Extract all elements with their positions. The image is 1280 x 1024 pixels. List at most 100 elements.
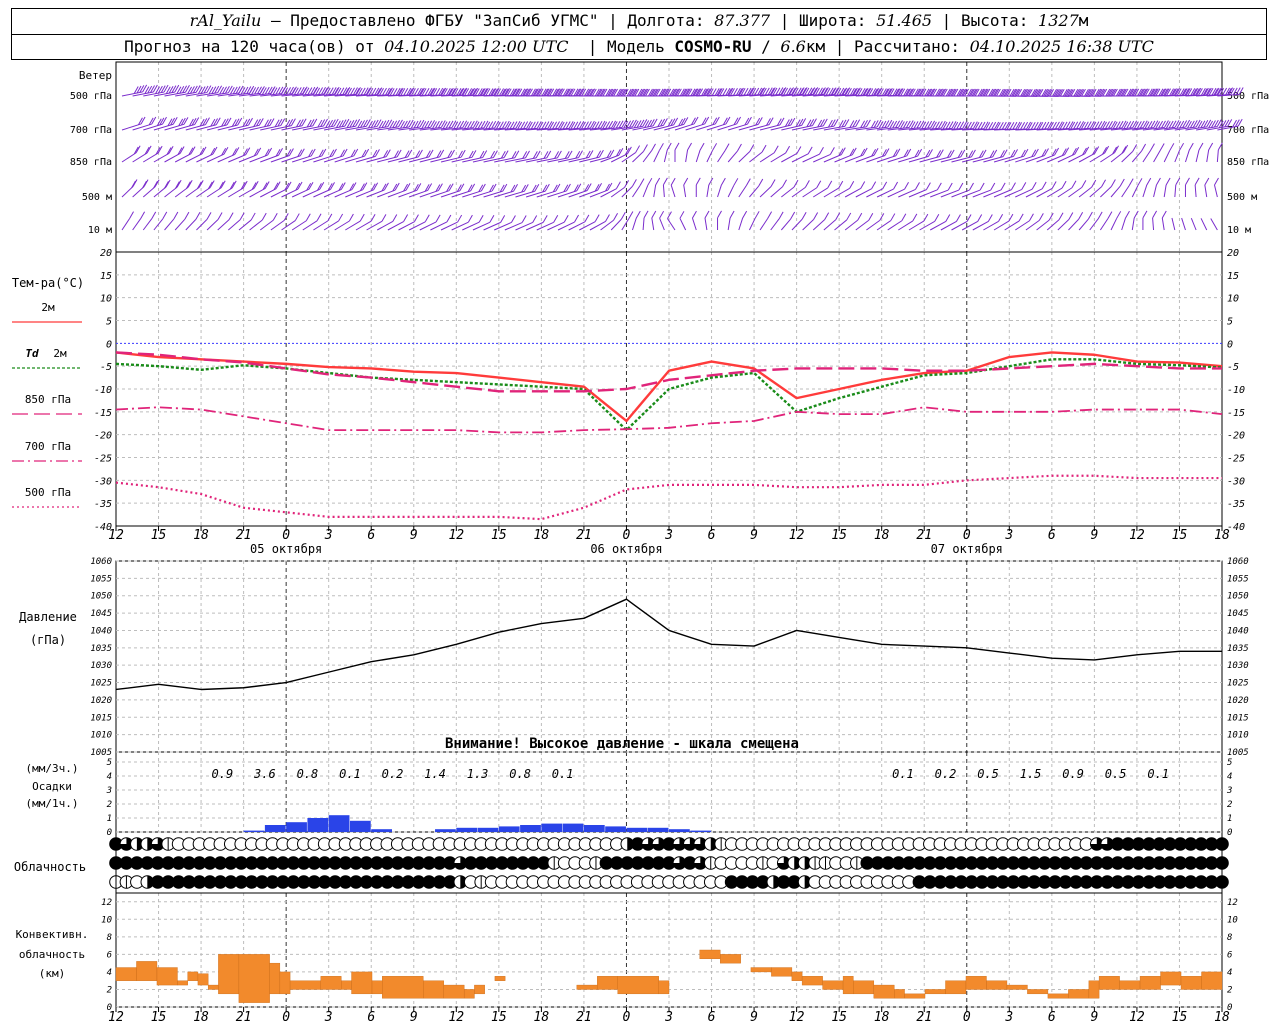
wind-barb bbox=[1184, 177, 1190, 197]
wind-barb bbox=[525, 215, 548, 231]
wind-barb-shaft bbox=[281, 220, 296, 231]
wind-barb-flag bbox=[477, 121, 483, 129]
conv-tick-right: 12 bbox=[1227, 898, 1238, 908]
conv-tick-right: 8 bbox=[1227, 933, 1232, 943]
wind-barb-shaft bbox=[929, 221, 947, 231]
wind-barb-shaft bbox=[121, 152, 137, 163]
wind-barb-flag bbox=[643, 88, 649, 97]
wind-barb-flag bbox=[453, 121, 459, 129]
wind-barb-flag bbox=[192, 85, 198, 94]
press-tick-left: 1035 bbox=[90, 644, 112, 654]
wind-barb-flag bbox=[1036, 89, 1042, 97]
alt-unit: м bbox=[1078, 11, 1089, 30]
wind-barb-flag bbox=[536, 121, 542, 129]
wind-barb-flag bbox=[1030, 121, 1036, 130]
wind-barb-flag bbox=[427, 87, 433, 96]
wind-barb-flag bbox=[1043, 88, 1049, 97]
wind-barb bbox=[1004, 121, 1032, 131]
wind-barb-flag bbox=[830, 119, 836, 127]
wind-level-label: 500 гПа bbox=[70, 91, 112, 102]
wind-barb-flag bbox=[152, 84, 158, 93]
press-tick-left: 1050 bbox=[90, 592, 112, 602]
cloud-mark bbox=[1100, 837, 1114, 851]
wind-barb-flag bbox=[851, 88, 857, 96]
wind-barb-flag bbox=[908, 120, 914, 128]
wind-barb-flag bbox=[338, 213, 344, 222]
wind-barb-shaft bbox=[844, 154, 864, 163]
wind-barb-flag bbox=[725, 116, 731, 125]
press-tick-right: 1045 bbox=[1227, 609, 1249, 619]
conv-bar bbox=[1201, 971, 1223, 990]
wind-barb bbox=[547, 150, 573, 163]
precip-bar bbox=[690, 830, 712, 832]
wind-barb-flag bbox=[916, 88, 922, 96]
wind-barb-shaft bbox=[1036, 128, 1059, 131]
wind-barb-flag bbox=[1149, 88, 1155, 97]
precip-tick-left: 0 bbox=[107, 828, 112, 838]
wind-barb bbox=[728, 87, 755, 97]
wind-barb-shaft bbox=[313, 93, 336, 97]
wind-barb-flag bbox=[764, 87, 770, 96]
wind-barb-flag bbox=[1023, 148, 1029, 157]
wind-barb-flag bbox=[833, 88, 839, 96]
wind-barb-flag bbox=[602, 88, 608, 97]
wind-barb bbox=[238, 212, 256, 231]
wind-barb-flag bbox=[1211, 87, 1217, 96]
wind-barb-flag bbox=[844, 119, 850, 127]
wind-barb-flag bbox=[576, 88, 582, 96]
wind-barb-flag bbox=[1155, 88, 1161, 96]
wind-barb-shaft bbox=[717, 123, 737, 131]
wind-barb-flag bbox=[983, 88, 989, 97]
wind-barb bbox=[387, 214, 409, 231]
wind-barb-flag bbox=[882, 149, 887, 157]
wind-barb-flag bbox=[430, 120, 436, 128]
wind-barb-flag bbox=[1091, 179, 1097, 188]
wind-barb-flag bbox=[626, 146, 632, 155]
wind-barb-flag bbox=[873, 120, 879, 128]
wind-barb-shaft bbox=[185, 218, 197, 231]
time-tick-bottom: 12 bbox=[789, 1010, 805, 1024]
wind-barb-flag bbox=[165, 86, 171, 94]
wind-barb-flag bbox=[730, 88, 735, 96]
cloud-mark bbox=[777, 856, 791, 870]
wind-barb bbox=[174, 179, 193, 198]
wind-barb-flag bbox=[488, 121, 494, 129]
wind-barb bbox=[142, 211, 157, 231]
wind-barb-flag bbox=[585, 88, 591, 97]
wind-barb-flag bbox=[377, 87, 383, 95]
wind-barb bbox=[526, 121, 553, 131]
wind-barb-flag bbox=[315, 87, 321, 96]
wind-barb-flag bbox=[1188, 142, 1194, 151]
press-tick-right: 1010 bbox=[1227, 731, 1249, 741]
wind-barb-shaft bbox=[557, 127, 580, 131]
wind-barb-flag bbox=[684, 88, 690, 97]
wind-barb-flag bbox=[747, 116, 752, 125]
wind-barb-flag bbox=[645, 88, 650, 97]
precip-bar bbox=[520, 825, 541, 832]
wind-barb bbox=[313, 182, 335, 198]
wind-barb-flag bbox=[485, 121, 491, 130]
wind-barb bbox=[409, 149, 434, 163]
wind-barb bbox=[1046, 212, 1064, 231]
wind-barb-flag bbox=[667, 119, 673, 127]
wind-barb-flag bbox=[981, 149, 987, 158]
wind-barb-flag bbox=[1232, 119, 1237, 128]
wind-barb-flag bbox=[980, 121, 986, 130]
wind-barb-flag bbox=[456, 121, 462, 129]
time-tick-temp: 9 bbox=[410, 528, 418, 543]
wind-barb-flag bbox=[687, 88, 693, 96]
wind-barb-flag bbox=[796, 146, 802, 154]
wind-barb-flag bbox=[927, 88, 933, 97]
wind-barb-shaft bbox=[1206, 94, 1229, 97]
wind-barb-shaft bbox=[802, 219, 814, 231]
wind-barb-flag bbox=[500, 151, 506, 159]
wind-barb-flag bbox=[195, 212, 201, 220]
wind-barb-flag bbox=[1044, 148, 1049, 156]
wind-barb-flag bbox=[1132, 120, 1138, 129]
wind-barb bbox=[334, 213, 354, 231]
conv-bar bbox=[115, 967, 137, 981]
time-tick-temp: 6 bbox=[367, 528, 375, 543]
wind-barb-flag bbox=[820, 119, 825, 127]
wind-barb bbox=[313, 213, 333, 231]
wind-barb-shaft bbox=[228, 154, 246, 163]
